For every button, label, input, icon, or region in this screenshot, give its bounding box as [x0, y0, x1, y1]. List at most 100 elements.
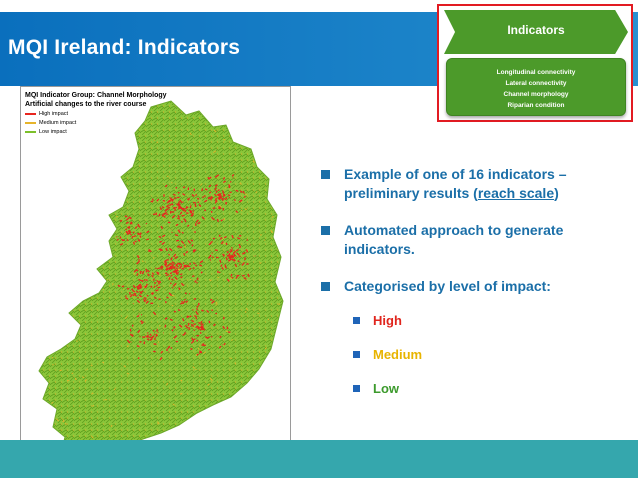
- bullet-square-icon: [321, 170, 330, 179]
- indicator-list-box: Longitudinal connectivity Lateral connec…: [446, 58, 626, 116]
- bullet-text: Automated approach to generate indicator…: [344, 222, 564, 257]
- high-impact-reach: [197, 302, 200, 306]
- high-impact-reach: [242, 274, 245, 277]
- high-impact-reach: [137, 284, 140, 288]
- high-impact-reach: [210, 336, 213, 338]
- high-impact-reach: [161, 213, 165, 217]
- indicators-chevron: Indicators: [444, 10, 628, 54]
- high-impact-reach: [137, 238, 141, 242]
- medium-impact-reach: [202, 351, 206, 355]
- medium-impact-reach: [272, 370, 276, 372]
- high-impact-reach: [207, 336, 210, 339]
- high-impact-reach: [159, 240, 163, 243]
- map-header: MQI Indicator Group: Channel Morphology …: [25, 91, 167, 136]
- high-impact-reach: [136, 345, 140, 348]
- medium-impact-reach: [91, 392, 94, 395]
- high-impact-reach: [153, 285, 156, 288]
- high-impact-reach: [165, 247, 168, 252]
- legend-label: High impact: [39, 111, 69, 117]
- medium-impact-reach: [247, 143, 251, 146]
- high-impact-reach: [125, 221, 129, 225]
- high-impact-reach: [196, 313, 199, 315]
- high-impact-reach: [198, 204, 202, 207]
- high-impact-reach: [229, 256, 233, 259]
- medium-impact-reach: [52, 302, 56, 305]
- high-impact-reach: [214, 184, 218, 187]
- medium-impact-reach: [62, 419, 65, 422]
- high-impact-reach: [168, 266, 172, 270]
- high-impact-reach: [175, 186, 178, 189]
- high-impact-reach: [235, 210, 239, 214]
- high-impact-reach: [140, 285, 143, 287]
- high-impact-reach: [217, 189, 220, 192]
- high-impact-reach: [192, 201, 197, 204]
- high-impact-reach: [184, 292, 187, 295]
- medium-impact-reach: [209, 377, 213, 381]
- high-impact-reach: [164, 184, 168, 188]
- high-impact-reach: [228, 184, 231, 187]
- high-impact-reach: [190, 347, 193, 351]
- bullet-example: Example of one of 16 indicators – prelim…: [321, 165, 604, 203]
- high-impact-reach: [151, 272, 155, 276]
- sub-bullet-square-icon: [353, 385, 360, 392]
- high-impact-reach: [181, 214, 185, 217]
- high-impact-reach: [138, 294, 143, 298]
- high-impact-reach: [216, 193, 220, 196]
- medium-impact-reach: [167, 276, 170, 279]
- high-impact-reach: [126, 233, 129, 236]
- medium-impact-reach: [177, 348, 180, 352]
- legend-line-icon: [25, 113, 36, 115]
- high-impact-reach: [127, 225, 131, 229]
- high-impact-reach: [140, 320, 143, 323]
- high-impact-reach: [213, 193, 217, 197]
- ireland-river-map: [38, 100, 284, 460]
- medium-impact-reach: [99, 220, 102, 223]
- high-impact-reach: [186, 315, 189, 319]
- medium-impact-reach: [133, 272, 136, 275]
- high-impact-reach: [218, 345, 222, 349]
- high-impact-reach: [184, 218, 187, 223]
- high-impact-reach: [177, 207, 181, 210]
- medium-impact-reach: [172, 403, 175, 406]
- high-impact-reach: [199, 264, 203, 267]
- medium-impact-reach: [245, 307, 249, 311]
- high-impact-reach: [194, 223, 197, 227]
- medium-impact-reach: [87, 247, 90, 249]
- high-impact-reach: [170, 265, 172, 268]
- medium-impact-reach: [192, 366, 196, 369]
- high-impact-reach: [226, 254, 230, 257]
- medium-impact-reach: [76, 221, 79, 223]
- high-impact-reach: [158, 280, 161, 284]
- high-impact-reach: [242, 252, 246, 255]
- indicators-callout: Indicators Longitudinal connectivity Lat…: [437, 4, 633, 122]
- high-impact-reach: [181, 300, 183, 303]
- high-impact-reach: [231, 258, 234, 261]
- high-impact-reach: [195, 219, 199, 224]
- medium-impact-reach: [55, 418, 60, 422]
- high-impact-reach: [164, 324, 167, 328]
- high-impact-reach: [222, 180, 227, 184]
- high-impact-reach: [197, 327, 200, 330]
- high-impact-reach: [190, 340, 195, 344]
- high-impact-reach: [244, 257, 246, 261]
- high-impact-reach: [176, 245, 181, 248]
- high-impact-reach: [136, 287, 140, 290]
- high-impact-reach: [155, 334, 159, 337]
- high-impact-reach: [229, 249, 233, 251]
- high-impact-reach: [197, 201, 200, 204]
- high-impact-reach: [164, 317, 168, 320]
- high-impact-reach: [145, 300, 149, 304]
- high-impact-reach: [213, 323, 216, 327]
- high-impact-reach: [193, 329, 196, 331]
- medium-impact-reach: [45, 216, 49, 220]
- medium-impact-reach: [264, 163, 267, 166]
- reach-scale-link[interactable]: reach scale: [477, 185, 555, 201]
- high-impact-reach: [212, 207, 216, 210]
- high-impact-reach: [239, 190, 243, 194]
- high-impact-reach: [243, 276, 247, 280]
- high-impact-reach: [177, 200, 181, 204]
- high-impact-reach: [139, 232, 142, 236]
- high-impact-reach: [164, 263, 167, 267]
- high-impact-reach: [185, 206, 189, 209]
- high-impact-reach: [175, 264, 179, 268]
